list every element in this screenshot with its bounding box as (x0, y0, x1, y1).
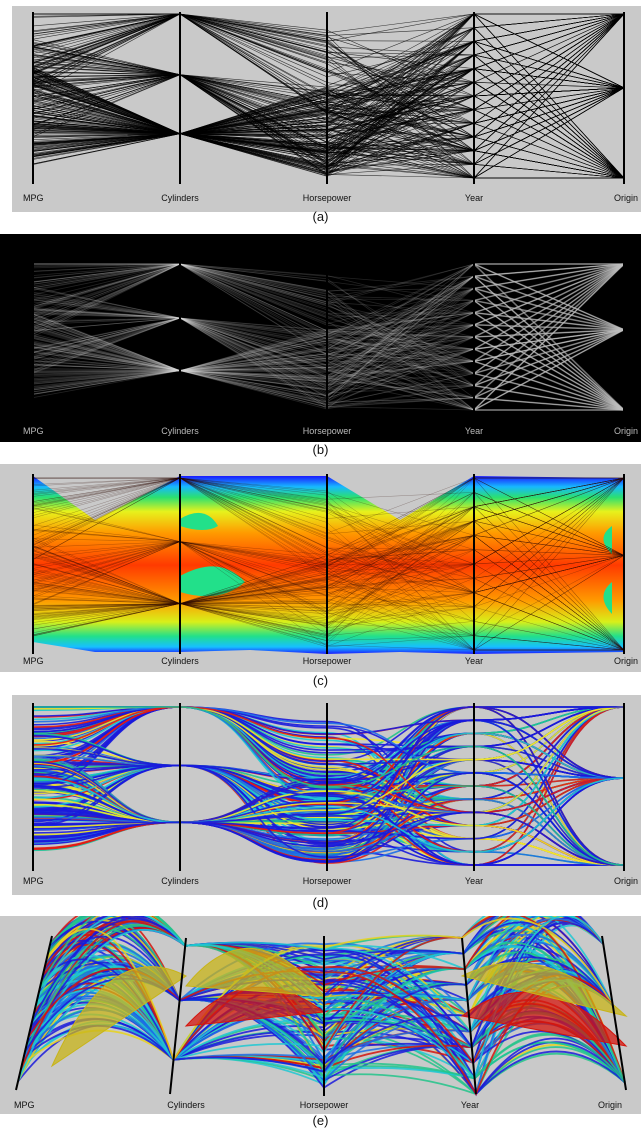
bundle-line-b (473, 360, 625, 411)
bundle-line-b (473, 336, 625, 411)
bundle-line-b (473, 263, 625, 411)
axis-year-e (461, 937, 477, 1095)
caption-c: (c) (312, 673, 329, 688)
parallel-coordinates-chart-c: MPG Cylinders Horsepower Year Origin (0, 464, 641, 672)
density-hole-c (180, 512, 218, 530)
axis-label-cylinders-e: Cylinders (167, 1100, 205, 1110)
bundle-line-b (473, 397, 625, 411)
bundle-line-b (473, 287, 625, 411)
parallel-coordinates-chart-d: MPG Cylinders Horsepower Year Origin (12, 695, 641, 895)
arc-bundle-e (460, 962, 628, 1017)
axis-label-mpg-c: MPG (23, 656, 44, 666)
axis-label-origin-d: Origin (614, 876, 638, 886)
parallel-coordinates-chart-a: MPG Cylinders Horsepower Year Origin (12, 6, 641, 212)
axis-label-year-c: Year (465, 656, 483, 666)
density-hole-c (603, 582, 612, 614)
axis-label-mpg-b: MPG (23, 426, 44, 436)
density-hole-c (603, 526, 612, 554)
axis-label-cylinders-c: Cylinders (161, 656, 199, 666)
polyline-d (32, 706, 625, 829)
axis-label-origin-e: Origin (598, 1100, 622, 1110)
axis-label-horsepower-d: Horsepower (303, 876, 352, 886)
bundle-line-b (473, 328, 625, 411)
bundle-line-b (473, 299, 625, 411)
axis-mpg-e (15, 935, 53, 1091)
bundle-line-b (473, 324, 625, 411)
polyline-d (32, 706, 625, 779)
caption-d: (d) (312, 895, 329, 910)
axis-label-cylinders-a: Cylinders (161, 193, 199, 203)
bundle-line-b (473, 263, 625, 350)
axis-label-mpg-e: MPG (14, 1100, 35, 1110)
axis-cylinders-e (169, 937, 187, 1095)
bundle-line-b (473, 311, 625, 411)
axis-label-year-e: Year (461, 1100, 479, 1110)
axis-label-cylinders-d: Cylinders (161, 876, 199, 886)
bundle-line-b (473, 263, 625, 326)
bundle-line-b (473, 263, 625, 302)
polyline-d (32, 706, 625, 842)
caption-e: (e) (312, 1113, 329, 1128)
axis-label-horsepower-c: Horsepower (303, 656, 352, 666)
chart-panel-d: MPG Cylinders Horsepower Year Origin (0, 695, 641, 895)
axis-label-year-b: Year (465, 426, 483, 436)
bundle-line-b (473, 275, 625, 331)
bundle-line-b (473, 263, 625, 399)
axis-label-horsepower-a: Horsepower (303, 193, 352, 203)
bundle-line-b (473, 263, 625, 331)
bundle-line-b (473, 263, 625, 338)
bundle-line-b (473, 372, 625, 411)
chart-panel-e: MPG Cylinders Horsepower Year Origin (0, 916, 641, 1114)
bundle-line-b (473, 384, 625, 411)
axis-origin-e (601, 935, 627, 1091)
axis-label-origin-b: Origin (614, 426, 638, 436)
bundle-line-b (473, 263, 625, 277)
axis-label-origin-a: Origin (614, 193, 638, 203)
axis-label-year-d: Year (465, 876, 483, 886)
bundle-line-b (473, 263, 625, 363)
chart-panel-c: MPG Cylinders Horsepower Year Origin (0, 464, 641, 672)
parallel-coordinates-chart-e: MPG Cylinders Horsepower Year Origin (0, 916, 641, 1114)
parallel-coordinates-chart-b: MPG Cylinders Horsepower Year Origin (0, 234, 641, 442)
chart-panel-b: MPG Cylinders Horsepower Year Origin (0, 234, 641, 442)
chart-panel-a: MPG Cylinders Horsepower Year Origin (0, 6, 641, 212)
axis-label-horsepower-b: Horsepower (303, 426, 352, 436)
bundle-line-b (473, 263, 625, 375)
bundle-line-b (473, 275, 625, 411)
axis-label-origin-c: Origin (614, 656, 638, 666)
caption-a: (a) (312, 209, 329, 224)
axis-label-mpg-a: MPG (23, 193, 44, 203)
polyline-d (32, 772, 625, 866)
axis-label-horsepower-e: Horsepower (300, 1100, 349, 1110)
bundle-line-b (473, 263, 625, 290)
arc-e (45, 916, 604, 1050)
arc-bundle-e (185, 948, 326, 997)
caption-b: (b) (312, 442, 329, 457)
density-hole-c (180, 566, 245, 597)
axis-label-cylinders-b: Cylinders (161, 426, 199, 436)
arc-bundle-e (50, 966, 187, 1068)
bundle-line-b (473, 263, 625, 387)
bundle-line-b (473, 263, 625, 314)
axis-label-mpg-d: MPG (23, 876, 44, 886)
bundle-line-b (473, 348, 625, 411)
axis-label-year-a: Year (465, 193, 483, 203)
polyline-d (32, 747, 625, 866)
